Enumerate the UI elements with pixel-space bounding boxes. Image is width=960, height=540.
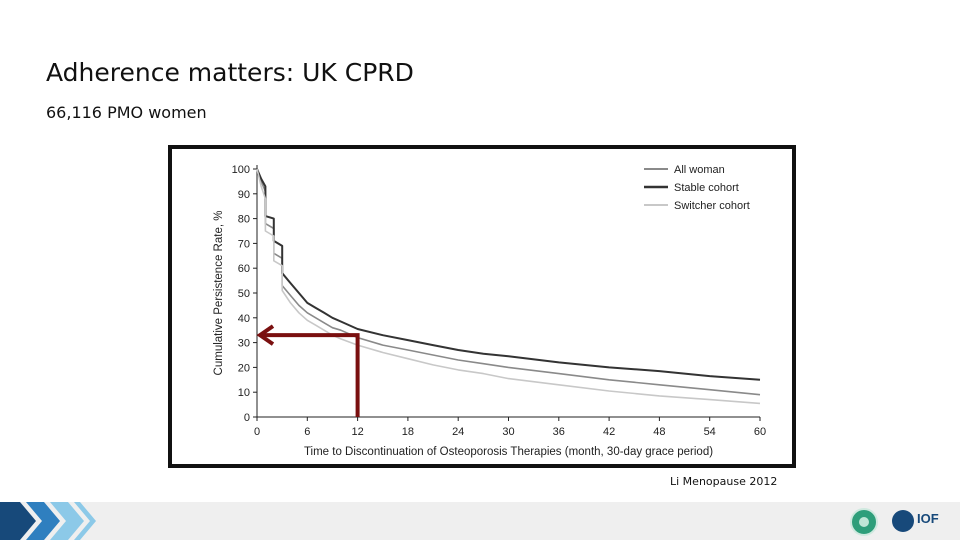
legend-label: Stable cohort [674,182,739,194]
citation: Li Menopause 2012 [670,475,778,488]
x-tick-label: 0 [254,426,260,438]
y-axis-label: Cumulative Persistence Rate, % [213,211,225,376]
annotation-arrow-head [256,324,275,346]
y-tick-label: 30 [238,338,250,350]
y-tick-label: 90 [238,189,250,201]
legend-label: All woman [674,164,725,176]
chevron-decoration-icon [0,502,96,540]
x-tick-label: 60 [754,426,766,438]
y-tick-label: 20 [238,362,250,374]
x-tick-label: 54 [704,426,716,438]
x-tick-label: 48 [653,426,665,438]
slide-subtitle: 66,116 PMO women [46,103,207,122]
footer-band: IOF [0,502,960,540]
annotation-arrow-line [261,333,360,417]
persistence-chart: 0 10 20 30 40 50 60 70 80 90 100 0 6 12 18 24 30 36 42 48 54… [213,164,766,458]
circular-green-logo-icon [850,508,878,536]
x-axis-label: Time to Discontinuation of Osteoporosis … [304,446,713,458]
series-line-stable-cohort [256,168,761,381]
legend-label: Switcher cohort [674,200,750,212]
y-tick-label: 40 [238,313,250,325]
y-tick-label: 80 [238,214,250,226]
y-tick-label: 50 [238,288,250,300]
x-tick-label: 6 [304,426,310,438]
x-tick-label: 12 [351,426,363,438]
x-tick-label: 24 [452,426,464,438]
x-tick-label: 18 [402,426,414,438]
chart-axes: 0 10 20 30 40 50 60 70 80 90 100 0 6 12 18 24 30 36 42 48 54… [213,164,766,458]
y-tick-label: 60 [238,263,250,275]
iof-logo-text: IOF [917,511,939,526]
y-tick-label: 10 [238,387,250,399]
x-tick-label: 30 [502,426,514,438]
y-tick-label: 0 [244,412,250,424]
x-tick-label: 36 [553,426,565,438]
chart-frame: 0 10 20 30 40 50 60 70 80 90 100 0 6 12 18 24 30 36 42 48 54… [168,145,796,468]
slide-title: Adherence matters: UK CPRD [46,58,414,87]
chart-legend: All woman Stable cohort Switcher cohort [644,164,750,212]
y-tick-label: 100 [232,164,250,176]
chart-annotation [256,324,360,417]
x-tick-label: 42 [603,426,615,438]
y-tick-label: 70 [238,238,250,250]
iof-logo-icon: IOF [892,508,952,536]
